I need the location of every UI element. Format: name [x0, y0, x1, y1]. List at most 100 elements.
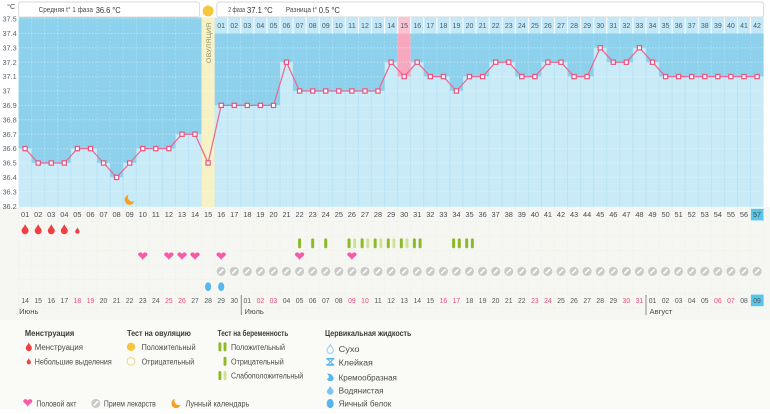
svg-text:°C: °C [7, 2, 16, 11]
svg-text:18: 18 [74, 296, 82, 305]
svg-text:43: 43 [570, 210, 578, 219]
svg-text:Лунный календарь: Лунный календарь [186, 399, 250, 408]
svg-text:20: 20 [466, 21, 474, 30]
svg-text:17: 17 [453, 296, 461, 305]
svg-text:28: 28 [596, 296, 604, 305]
svg-text:13: 13 [400, 296, 408, 305]
svg-text:02: 02 [34, 210, 42, 219]
svg-text:24: 24 [518, 21, 526, 30]
svg-text:23: 23 [139, 296, 147, 305]
svg-text:40: 40 [531, 210, 539, 219]
svg-text:30: 30 [230, 296, 238, 305]
svg-text:Небольшие выделения: Небольшие выделения [35, 357, 112, 366]
svg-text:33: 33 [439, 210, 447, 219]
svg-text:35: 35 [662, 21, 670, 30]
svg-text:05: 05 [296, 296, 304, 305]
svg-text:41: 41 [740, 21, 748, 30]
svg-text:47: 47 [622, 210, 630, 219]
svg-text:57: 57 [753, 210, 761, 219]
svg-text:17: 17 [426, 21, 434, 30]
svg-text:Цервикальная жидкость: Цервикальная жидкость [325, 328, 411, 338]
svg-text:32: 32 [426, 210, 434, 219]
svg-text:24: 24 [322, 210, 330, 219]
svg-text:19: 19 [87, 296, 95, 305]
svg-text:07: 07 [322, 296, 330, 305]
svg-text:13: 13 [374, 21, 382, 30]
svg-text:04: 04 [283, 296, 291, 305]
svg-text:20: 20 [492, 296, 500, 305]
svg-text:36: 36 [675, 21, 683, 30]
svg-text:37.1 °C: 37.1 °C [247, 5, 273, 15]
svg-text:35: 35 [465, 210, 473, 219]
svg-text:26: 26 [570, 296, 578, 305]
svg-text:51: 51 [675, 210, 683, 219]
svg-text:12: 12 [387, 296, 395, 305]
svg-text:49: 49 [648, 210, 656, 219]
svg-text:14: 14 [21, 296, 29, 305]
svg-text:37.5: 37.5 [3, 15, 17, 24]
svg-text:26: 26 [348, 210, 356, 219]
svg-text:31: 31 [609, 21, 617, 30]
svg-text:0.5 °C: 0.5 °C [319, 5, 340, 15]
svg-text:Менструация: Менструация [35, 343, 83, 352]
svg-text:09: 09 [348, 296, 356, 305]
svg-text:03: 03 [47, 210, 55, 219]
svg-text:36.5: 36.5 [3, 159, 17, 168]
svg-text:12: 12 [361, 21, 369, 30]
svg-text:37.3: 37.3 [3, 43, 17, 52]
svg-text:48: 48 [635, 210, 643, 219]
svg-text:Положительный: Положительный [142, 343, 196, 352]
svg-text:29: 29 [387, 210, 395, 219]
svg-text:22: 22 [518, 296, 526, 305]
svg-text:27: 27 [557, 21, 565, 30]
svg-text:36.4: 36.4 [3, 173, 17, 182]
svg-text:17: 17 [230, 210, 238, 219]
svg-text:45: 45 [596, 210, 604, 219]
svg-text:30: 30 [623, 296, 631, 305]
svg-text:09: 09 [322, 21, 330, 30]
svg-text:23: 23 [531, 296, 539, 305]
svg-text:07: 07 [296, 21, 304, 30]
svg-text:39: 39 [714, 21, 722, 30]
svg-text:15: 15 [34, 296, 42, 305]
svg-text:24: 24 [152, 296, 160, 305]
svg-text:03: 03 [243, 21, 251, 30]
svg-text:55: 55 [727, 210, 735, 219]
svg-text:08: 08 [113, 210, 121, 219]
svg-text:36.6 °C: 36.6 °C [96, 5, 121, 15]
svg-text:15: 15 [427, 296, 435, 305]
svg-text:09: 09 [126, 210, 134, 219]
svg-text:04: 04 [688, 296, 696, 305]
svg-text:08: 08 [740, 296, 748, 305]
svg-text:30: 30 [596, 21, 604, 30]
svg-text:20: 20 [100, 296, 108, 305]
svg-text:36.6: 36.6 [3, 144, 17, 153]
svg-text:22: 22 [126, 296, 134, 305]
svg-text:27: 27 [361, 210, 369, 219]
svg-text:11: 11 [348, 21, 356, 30]
svg-text:02: 02 [257, 296, 265, 305]
svg-text:05: 05 [73, 210, 81, 219]
svg-text:11: 11 [374, 296, 382, 305]
svg-text:03: 03 [270, 296, 278, 305]
svg-text:19: 19 [453, 21, 461, 30]
svg-text:19: 19 [479, 296, 487, 305]
svg-text:37.1: 37.1 [3, 72, 17, 81]
svg-text:Яичный белок: Яичный белок [339, 400, 392, 409]
svg-text:04: 04 [257, 21, 265, 30]
svg-text:Клейкая: Клейкая [339, 358, 373, 367]
svg-text:01: 01 [217, 21, 225, 30]
svg-text:34: 34 [649, 21, 657, 30]
svg-text:05: 05 [701, 296, 709, 305]
svg-text:20: 20 [269, 210, 277, 219]
svg-text:01: 01 [244, 296, 252, 305]
svg-text:27: 27 [191, 296, 199, 305]
svg-text:Водянистая: Водянистая [339, 386, 384, 395]
svg-text:Разница t°: Разница t° [286, 6, 317, 14]
svg-text:2 фаза: 2 фаза [228, 7, 245, 14]
svg-text:31: 31 [636, 296, 644, 305]
svg-text:24: 24 [544, 296, 552, 305]
svg-text:11: 11 [152, 210, 160, 219]
svg-text:37: 37 [688, 21, 696, 30]
svg-text:Отрицательный: Отрицательный [231, 357, 284, 366]
